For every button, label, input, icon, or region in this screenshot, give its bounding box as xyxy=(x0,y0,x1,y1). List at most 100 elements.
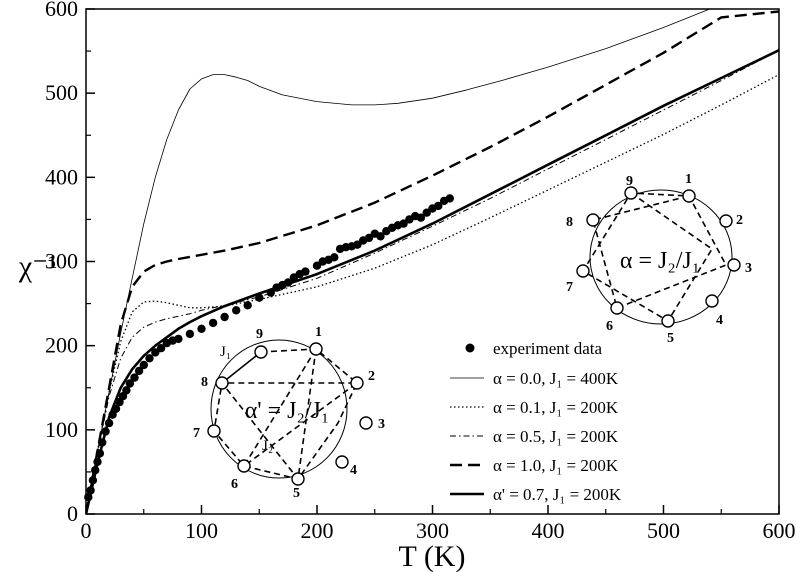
series-line-5 xyxy=(86,49,779,514)
legend-marker-experiment xyxy=(465,343,475,353)
x-tick-label: 300 xyxy=(416,518,449,543)
series-line-2 xyxy=(86,74,779,514)
series-line-1 xyxy=(86,9,710,514)
inset-title-left: α' = J₂/J₁ xyxy=(245,398,330,424)
y-axis-title: χ⁻¹ xyxy=(18,250,57,283)
experiment-point xyxy=(220,312,229,322)
site-6 xyxy=(237,459,251,473)
experiment-point xyxy=(445,194,454,203)
site-label-4: 4 xyxy=(350,463,357,478)
bond-label-j1: J₁ xyxy=(220,344,231,360)
experiment-point xyxy=(353,240,362,249)
site-3 xyxy=(359,416,373,430)
site-label-6: 6 xyxy=(606,319,613,334)
site-4 xyxy=(705,294,719,308)
site-1 xyxy=(682,189,696,203)
ring-outline xyxy=(589,189,733,325)
site-label-9: 9 xyxy=(626,174,633,189)
site-5 xyxy=(661,314,675,328)
x-tick-label: 0 xyxy=(81,518,92,543)
site-7 xyxy=(207,424,221,438)
experiment-point xyxy=(139,360,148,370)
experiment-point xyxy=(330,253,339,262)
site-label-6: 6 xyxy=(231,477,238,492)
experiment-point xyxy=(197,324,206,333)
site-label-5: 5 xyxy=(667,331,674,346)
site-label-7: 7 xyxy=(193,426,200,441)
site-5 xyxy=(291,472,305,486)
site-9 xyxy=(624,186,638,200)
experiment-point xyxy=(95,449,105,458)
y-tick-label: 600 xyxy=(45,0,78,21)
experiment-point xyxy=(145,354,154,363)
experiment-point xyxy=(130,373,139,382)
experiment-point xyxy=(98,438,107,447)
site-8 xyxy=(215,376,229,390)
site-1 xyxy=(309,342,323,356)
site-label-9: 9 xyxy=(256,327,263,342)
site-label-5: 5 xyxy=(293,486,300,501)
x-tick-label: 600 xyxy=(763,518,796,543)
site-6 xyxy=(610,301,624,315)
experiment-point xyxy=(185,329,195,339)
site-9 xyxy=(254,345,268,359)
ring-outline xyxy=(210,339,348,479)
x-tick-label: 500 xyxy=(647,518,680,543)
site-label-2: 2 xyxy=(368,369,375,384)
experiment-point xyxy=(93,457,102,466)
site-4 xyxy=(335,455,349,469)
legend-label-experiment: experiment data xyxy=(493,339,602,358)
site-label-1: 1 xyxy=(315,325,322,340)
inset-ring-right: 9 1 2 3 4 5 6 7 8 α = J₂/J₁ xyxy=(566,172,752,346)
experiment-point xyxy=(376,232,385,241)
experiment-point xyxy=(399,219,408,228)
experiment-point xyxy=(416,213,426,222)
experiment-point xyxy=(104,418,114,428)
y-tick-label: 100 xyxy=(45,417,78,442)
site-label-2: 2 xyxy=(736,213,743,228)
legend-label-alpha0: α = 0.0, J₁ = 400K xyxy=(493,369,619,388)
ring-sites xyxy=(207,342,373,486)
x-tick-label: 100 xyxy=(185,518,218,543)
site-7 xyxy=(576,264,590,278)
ring-sites xyxy=(576,186,741,328)
site-label-7: 7 xyxy=(566,280,573,295)
site-8 xyxy=(586,213,600,227)
site-label-4: 4 xyxy=(716,313,723,328)
ticks-layer: 0 100 200 300 400 500 600 0 100 200 300 400 500 600 xyxy=(45,0,796,543)
experiment-point xyxy=(122,386,131,395)
y-tick-label: 300 xyxy=(45,249,78,274)
site-label-8: 8 xyxy=(201,375,208,390)
x-tick-label: 200 xyxy=(301,518,334,543)
bond-label-j2: J₂ xyxy=(262,438,273,454)
experiment-point xyxy=(174,334,183,344)
site-label-1: 1 xyxy=(685,172,692,187)
legend: experiment data α = 0.0, J₁ = 400K α = 0… xyxy=(450,339,622,504)
x-axis-title: T (K) xyxy=(399,540,466,572)
y-tick-label: 0 xyxy=(67,501,78,526)
experiment-point xyxy=(101,427,110,436)
site-2 xyxy=(350,376,364,390)
legend-label-alpha01: α = 0.1, J₁ = 200K xyxy=(493,398,619,417)
ring-bonds-j2 xyxy=(581,192,728,323)
experiment-point xyxy=(151,348,160,357)
x-tick-label: 400 xyxy=(532,518,565,543)
experiment-point xyxy=(156,344,166,353)
ring-bonds-j2-inner xyxy=(220,348,360,481)
series-layer xyxy=(86,9,779,514)
experiment-points-layer xyxy=(84,194,454,502)
experiment-point xyxy=(111,404,121,413)
experiment-point xyxy=(243,301,252,310)
y-tick-label: 200 xyxy=(45,333,78,358)
experiment-point xyxy=(232,306,241,315)
ring-bonds-j2 xyxy=(213,348,358,480)
experiment-point xyxy=(434,201,443,211)
site-label-8: 8 xyxy=(566,215,573,230)
experiment-point xyxy=(283,278,293,287)
experiment-point xyxy=(301,267,310,276)
experiment-point xyxy=(312,261,322,270)
experiment-point xyxy=(255,293,264,302)
experiment-point xyxy=(364,233,374,243)
experiment-point xyxy=(125,379,135,388)
